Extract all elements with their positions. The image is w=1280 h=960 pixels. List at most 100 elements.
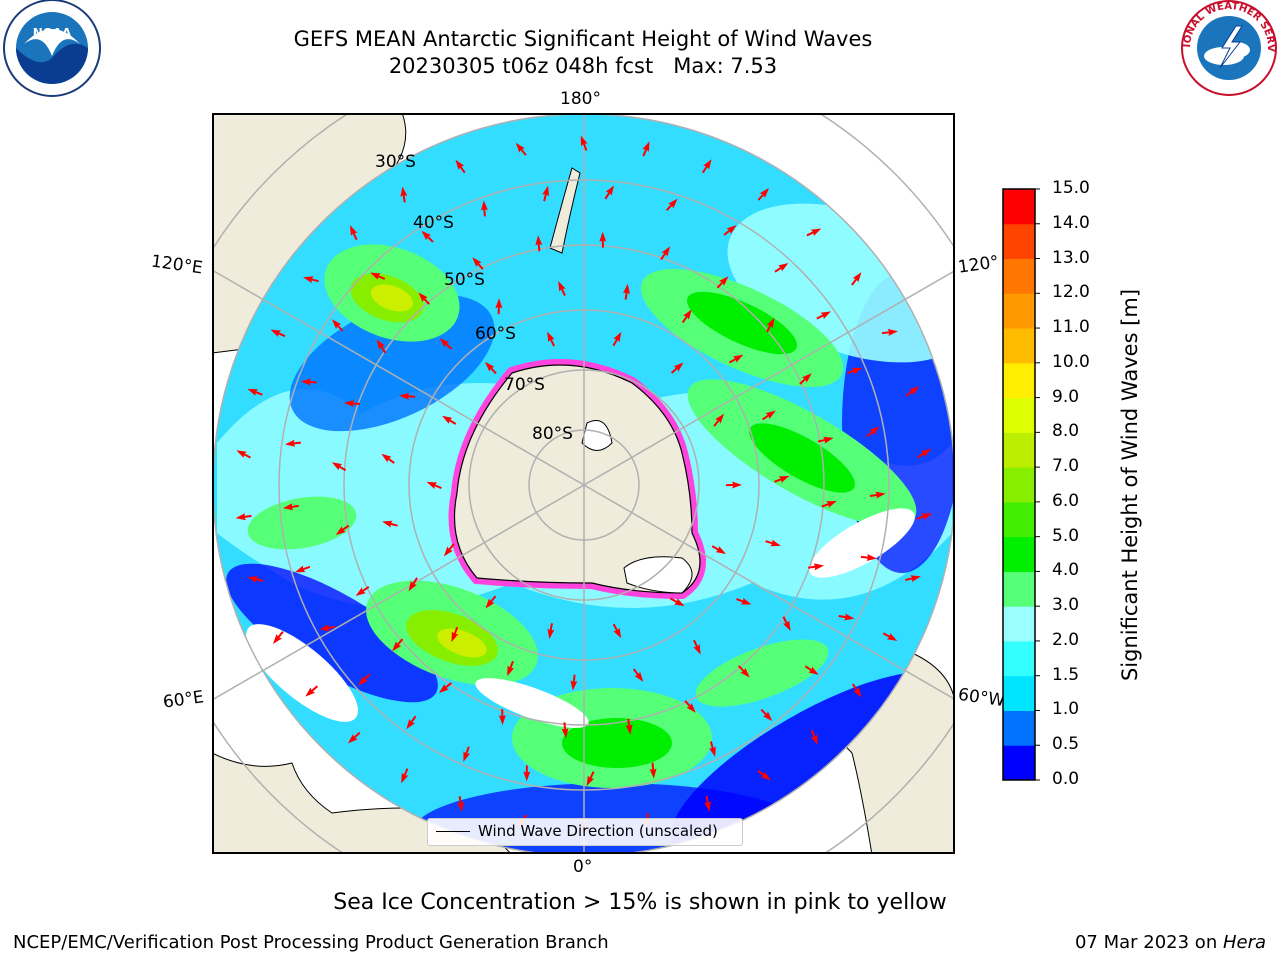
wave-direction-arrow-icon (349, 225, 358, 241)
wave-direction-arrow-icon (376, 339, 387, 354)
wave-direction-arrow-icon (765, 539, 781, 547)
colorbar-tick-label: 15.0 (1052, 178, 1090, 198)
wave-direction-arrow-icon (649, 762, 657, 779)
wave-direction-arrow-icon (457, 796, 464, 813)
colorbar-segment (1003, 362, 1035, 399)
wave-direction-arrow-icon (535, 235, 543, 252)
new-zealand-land (549, 167, 581, 254)
date-stamp: 07 Mar 2023 on Hera (1075, 932, 1266, 953)
colorbar-tick-label: 1.0 (1052, 699, 1080, 720)
svg-text:NOAA: NOAA (33, 26, 72, 40)
colorbar-segment (1003, 397, 1035, 433)
wave-direction-arrow-icon (547, 623, 555, 640)
wave-direction-arrow-icon (757, 769, 771, 781)
wave-direction-arrow-icon (599, 231, 607, 248)
wave-direction-arrow-icon (669, 597, 685, 607)
wave-direction-arrow-icon (495, 298, 503, 315)
lat-label-60: 60°S (475, 324, 516, 344)
wave-direction-arrow-icon (399, 392, 416, 400)
lat-label-70: 70°S (504, 375, 545, 395)
wave-direction-arrow-icon (625, 718, 633, 735)
date-prefix: 07 Mar 2023 on (1074, 932, 1223, 953)
wave-direction-arrow-icon (881, 328, 898, 336)
wave-direction-arrow-icon (660, 246, 671, 261)
wave-direction-arrow-icon (702, 159, 712, 174)
wave-direction-arrow-icon (632, 668, 644, 682)
wave-direction-arrow-icon (905, 575, 921, 583)
wave-direction-arrow-icon (810, 729, 818, 745)
wave-direction-arrow-icon (838, 613, 855, 621)
wave-direction-arrow-icon (284, 439, 301, 447)
wave-direction-arrow-icon (782, 616, 791, 632)
wave-direction-arrow-icon (846, 367, 863, 375)
colorbar (1002, 188, 1040, 781)
wave-direction-arrow-icon (799, 373, 812, 385)
colorbar-tick-label: 10.0 (1052, 351, 1090, 372)
wave-direction-arrow-icon (408, 577, 418, 592)
wave-direction-arrow-icon (515, 142, 527, 156)
wave-direction-arrow-icon (817, 436, 834, 444)
wave-direction-arrow-icon (808, 563, 825, 571)
wave-direction-arrow-icon (300, 378, 317, 386)
colorbar-segment (1003, 293, 1035, 329)
wave-direction-arrow-icon (370, 272, 386, 280)
wave-direction-arrow-icon (580, 135, 588, 151)
map-legend: Wind Wave Direction (unscaled) (427, 818, 743, 846)
wave-direction-arrow-icon (586, 771, 595, 787)
wave-direction-arrow-icon (542, 185, 550, 202)
colorbar-segment (1003, 328, 1035, 364)
wave-direction-arrow-icon (851, 683, 862, 698)
wave-direction-arrow-icon (421, 230, 434, 243)
wave-direction-arrow-icon (736, 597, 752, 605)
wave-direction-arrow-icon (860, 554, 877, 561)
wave-direction-arrow-icon (484, 361, 497, 375)
wave-direction-arrow-icon (723, 225, 737, 236)
wave-direction-arrow-icon (917, 448, 932, 459)
wave-direction-arrow-icon (760, 708, 773, 722)
lon-label-120w: 120° (956, 252, 1001, 278)
wave-direction-arrow-icon (713, 413, 725, 427)
wave-direction-arrow-icon (406, 715, 417, 730)
lon-label-180: 180° (560, 89, 601, 109)
wave-direction-arrow-icon (711, 545, 727, 555)
wave-direction-arrow-icon (866, 426, 880, 438)
map-subtitle: 20230305 t06z 048h fcst Max: 7.53 (388, 54, 778, 78)
wave-direction-arrow-icon (670, 362, 684, 374)
wave-direction-arrow-icon (294, 565, 311, 573)
colorbar-segment (1003, 432, 1035, 468)
wave-direction-arrow-icon (804, 665, 819, 675)
wave-direction-arrow-icon (523, 765, 531, 782)
lat-label-50: 50°S (444, 270, 485, 290)
wave-direction-arrow-icon (766, 317, 775, 333)
wave-direction-arrow-icon (737, 665, 750, 678)
wave-direction-arrow-icon (381, 453, 395, 464)
colorbar-segment (1003, 501, 1035, 538)
wave-direction-arrow-icon (438, 682, 452, 694)
machine-name: Hera (1222, 932, 1266, 953)
colorbar-segment (1003, 606, 1035, 642)
wave-direction-arrow-icon (451, 626, 459, 643)
wave-direction-arrow-icon (507, 660, 515, 677)
wave-direction-arrow-icon (693, 639, 701, 655)
wave-direction-arrow-icon (455, 159, 466, 174)
colorbar-tick-label: 11.0 (1052, 317, 1090, 338)
wave-direction-arrow-icon (622, 283, 630, 300)
wave-direction-arrow-icon (774, 263, 789, 273)
colorbar-segment (1003, 710, 1035, 746)
wave-direction-arrow-icon (869, 491, 886, 499)
wave-direction-arrow-icon (684, 700, 696, 713)
wave-direction-arrow-icon (401, 768, 409, 784)
wave-direction-arrow-icon (604, 185, 615, 200)
wave-direction-arrow-icon (272, 630, 284, 645)
wave-direction-arrow-icon (821, 501, 837, 508)
wave-direction-arrow-icon (665, 198, 678, 212)
colorbar-tick-label: 0.5 (1052, 734, 1080, 755)
lat-label-80: 80°S (532, 424, 573, 444)
colorbar-segment (1003, 189, 1035, 225)
legend-label: Wind Wave Direction (unscaled) (478, 822, 718, 840)
map-title: GEFS MEAN Antarctic Significant Height o… (293, 27, 873, 51)
wave-direction-arrow-icon (236, 450, 251, 459)
wave-direction-arrow-icon (472, 257, 484, 270)
wave-direction-arrow-icon (247, 576, 264, 583)
wave-direction-arrow-icon (558, 281, 566, 296)
